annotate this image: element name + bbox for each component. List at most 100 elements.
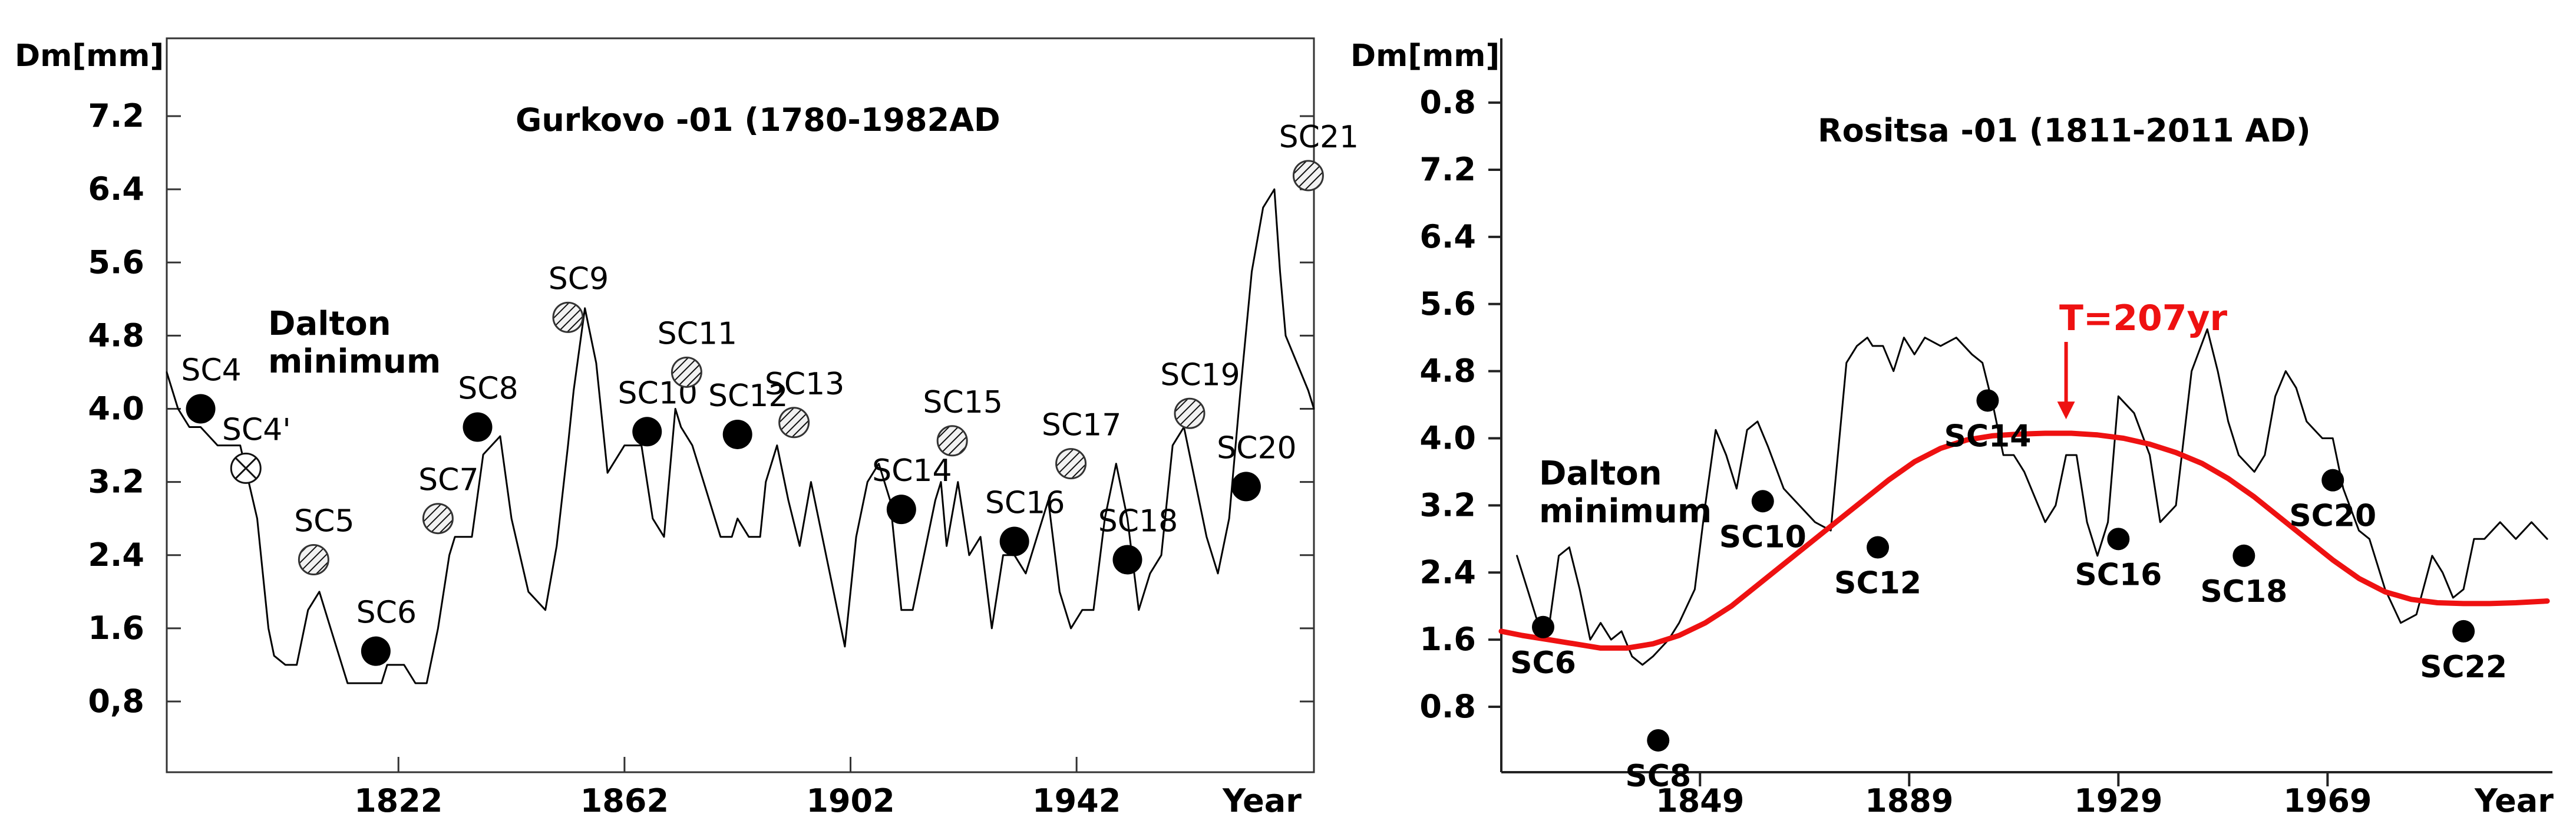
x-tick-label: 1929 (2074, 782, 2162, 819)
marker-label: SC8 (458, 371, 518, 407)
marker-label: SC18 (2200, 574, 2287, 610)
hatched-dot (671, 356, 702, 388)
x-tick-label: 1889 (1865, 782, 1953, 819)
y-tick-label: 4.8 (88, 317, 144, 354)
chart-title: Gurkovo -01 (1780-1982AD (516, 101, 1000, 139)
marker-label: SC21 (1279, 120, 1359, 155)
filled-dot (1532, 615, 1555, 638)
marker-label: SC4 (181, 353, 241, 388)
solar-cycle-marker-sc22: SC22 (2420, 620, 2507, 685)
filled-dot (1976, 389, 1999, 412)
marker-label: SC13 (765, 367, 844, 402)
solar-cycle-marker-sc12: SC12 (1834, 536, 1921, 601)
marker-label: SC6 (1510, 645, 1576, 681)
solar-cycle-marker-sc13: SC13 (765, 367, 844, 439)
y-tick-label: 6.4 (1419, 218, 1476, 255)
marker-label: SC16 (2075, 557, 2162, 592)
marker-label: SC8 (1625, 759, 1691, 794)
solar-cycle-marker-sc12: SC12 (708, 378, 788, 449)
y-tick-label: 3.2 (1419, 486, 1476, 523)
trend-curve (1498, 430, 2550, 651)
solar-cycle-marker-sc7: SC7 (418, 463, 479, 535)
solar-cycle-marker-sc11: SC11 (658, 316, 737, 388)
marker-label: SC17 (1042, 408, 1121, 443)
x-tick-label: 1822 (354, 782, 442, 819)
marker-label: SC9 (549, 261, 609, 297)
solar-cycle-marker-sc18: SC18 (2200, 544, 2287, 610)
marker-label: SC14 (872, 453, 952, 489)
marker-label: SC12 (1834, 566, 1921, 601)
filled-dot (2452, 620, 2475, 643)
marker-label: SC12 (708, 378, 788, 414)
filled-dot (361, 636, 391, 666)
marker-label: SC7 (418, 463, 478, 498)
solar-cycle-marker-sc20: SC20 (1217, 430, 1297, 502)
solar-cycle-marker-sc19: SC19 (1160, 357, 1240, 429)
filled-dot (463, 412, 493, 442)
hatched-dot (1055, 448, 1087, 480)
marker-label: SC11 (658, 316, 737, 351)
y-tick-label: 7.2 (88, 97, 144, 134)
solar-cycle-marker-sc14: SC14 (872, 453, 952, 525)
chart-left: Dm[mm] Gurkovo -01 (1780-1982AD Year Dal… (15, 37, 1359, 819)
y-tick-label: 4.8 (1419, 353, 1476, 390)
marker-label: SC19 (1160, 357, 1240, 393)
solar-cycle-marker-sc8: SC8 (458, 371, 518, 442)
marker-label: SC5 (294, 504, 354, 539)
marker-label: SC18 (1098, 504, 1178, 539)
dalton-annotation-line1: Dalton (268, 305, 391, 343)
y-tick-label: 0,8 (88, 683, 144, 720)
filled-dot (886, 495, 916, 525)
marker-label: SC20 (2289, 499, 2376, 534)
y-tick-label: 0.8 (1419, 84, 1476, 121)
y-axis-label: Dm[mm] (15, 38, 164, 74)
filled-dot (1867, 536, 1890, 559)
filled-dot (186, 394, 216, 424)
y-tick-label: 1.6 (1419, 621, 1476, 658)
solar-cycle-marker-sc9: SC9 (549, 261, 609, 333)
hatched-dot (552, 301, 584, 333)
filled-dot (722, 419, 752, 449)
hatched-dot (1292, 160, 1324, 192)
solar-cycle-marker-sc4: SC4 (181, 353, 242, 424)
solar-cycle-marker-sc15: SC15 (923, 385, 1003, 457)
chart-right: Dm[mm] Rositsa -01 (1811-2011 AD) Year D… (1350, 38, 2554, 819)
marker-label: SC14 (1944, 419, 2031, 454)
solar-cycle-marker-sc14: SC14 (1944, 389, 2031, 454)
solar-cycle-marker-sc5: SC5 (294, 504, 355, 576)
solar-cycle-marker-sc20: SC20 (2289, 469, 2376, 534)
x-tick-label: 1969 (2283, 782, 2372, 819)
y-tick-label: 2.4 (1419, 554, 1476, 591)
y-tick-label: 3.2 (88, 463, 144, 500)
filled-dot (1112, 545, 1142, 575)
trend-period-label: T=207yr (2059, 298, 2228, 339)
solar-cycle-marker-sc18: SC18 (1098, 504, 1178, 575)
marker-label: SC22 (2420, 650, 2507, 685)
y-tick-label: 1.6 (88, 610, 144, 647)
filled-dot (632, 417, 662, 447)
plot-frame (166, 37, 1315, 773)
solar-cycle-marker-sc8: SC8 (1625, 729, 1691, 794)
hatched-dot (778, 407, 810, 439)
hatched-dot (1174, 397, 1206, 429)
marker-label: SC16 (985, 485, 1065, 521)
x-tick-label: 1942 (1032, 782, 1121, 819)
y-tick-label: 5.6 (1419, 285, 1476, 322)
solar-cycle-marker-sc6: SC6 (356, 595, 417, 666)
filled-dot (999, 526, 1029, 556)
chart-title: Rositsa -01 (1811-2011 AD) (1818, 112, 2311, 149)
marker-label: SC4' (222, 412, 291, 447)
filled-dot (2232, 544, 2255, 567)
marker-label: SC20 (1217, 430, 1296, 466)
series-line (1516, 328, 2548, 666)
x-tick-label: 1862 (580, 782, 669, 819)
x-tick-label: 1849 (1656, 782, 1744, 819)
solar-cycle-marker-sc4p: SC4' (222, 412, 291, 484)
y-tick-label: 2.4 (88, 536, 144, 574)
solar-cycle-marker-sc16: SC16 (2075, 528, 2162, 592)
x-tick-label: 1902 (806, 782, 894, 819)
y-axis-label: Dm[mm] (1350, 38, 1500, 74)
cross-line (235, 457, 257, 479)
